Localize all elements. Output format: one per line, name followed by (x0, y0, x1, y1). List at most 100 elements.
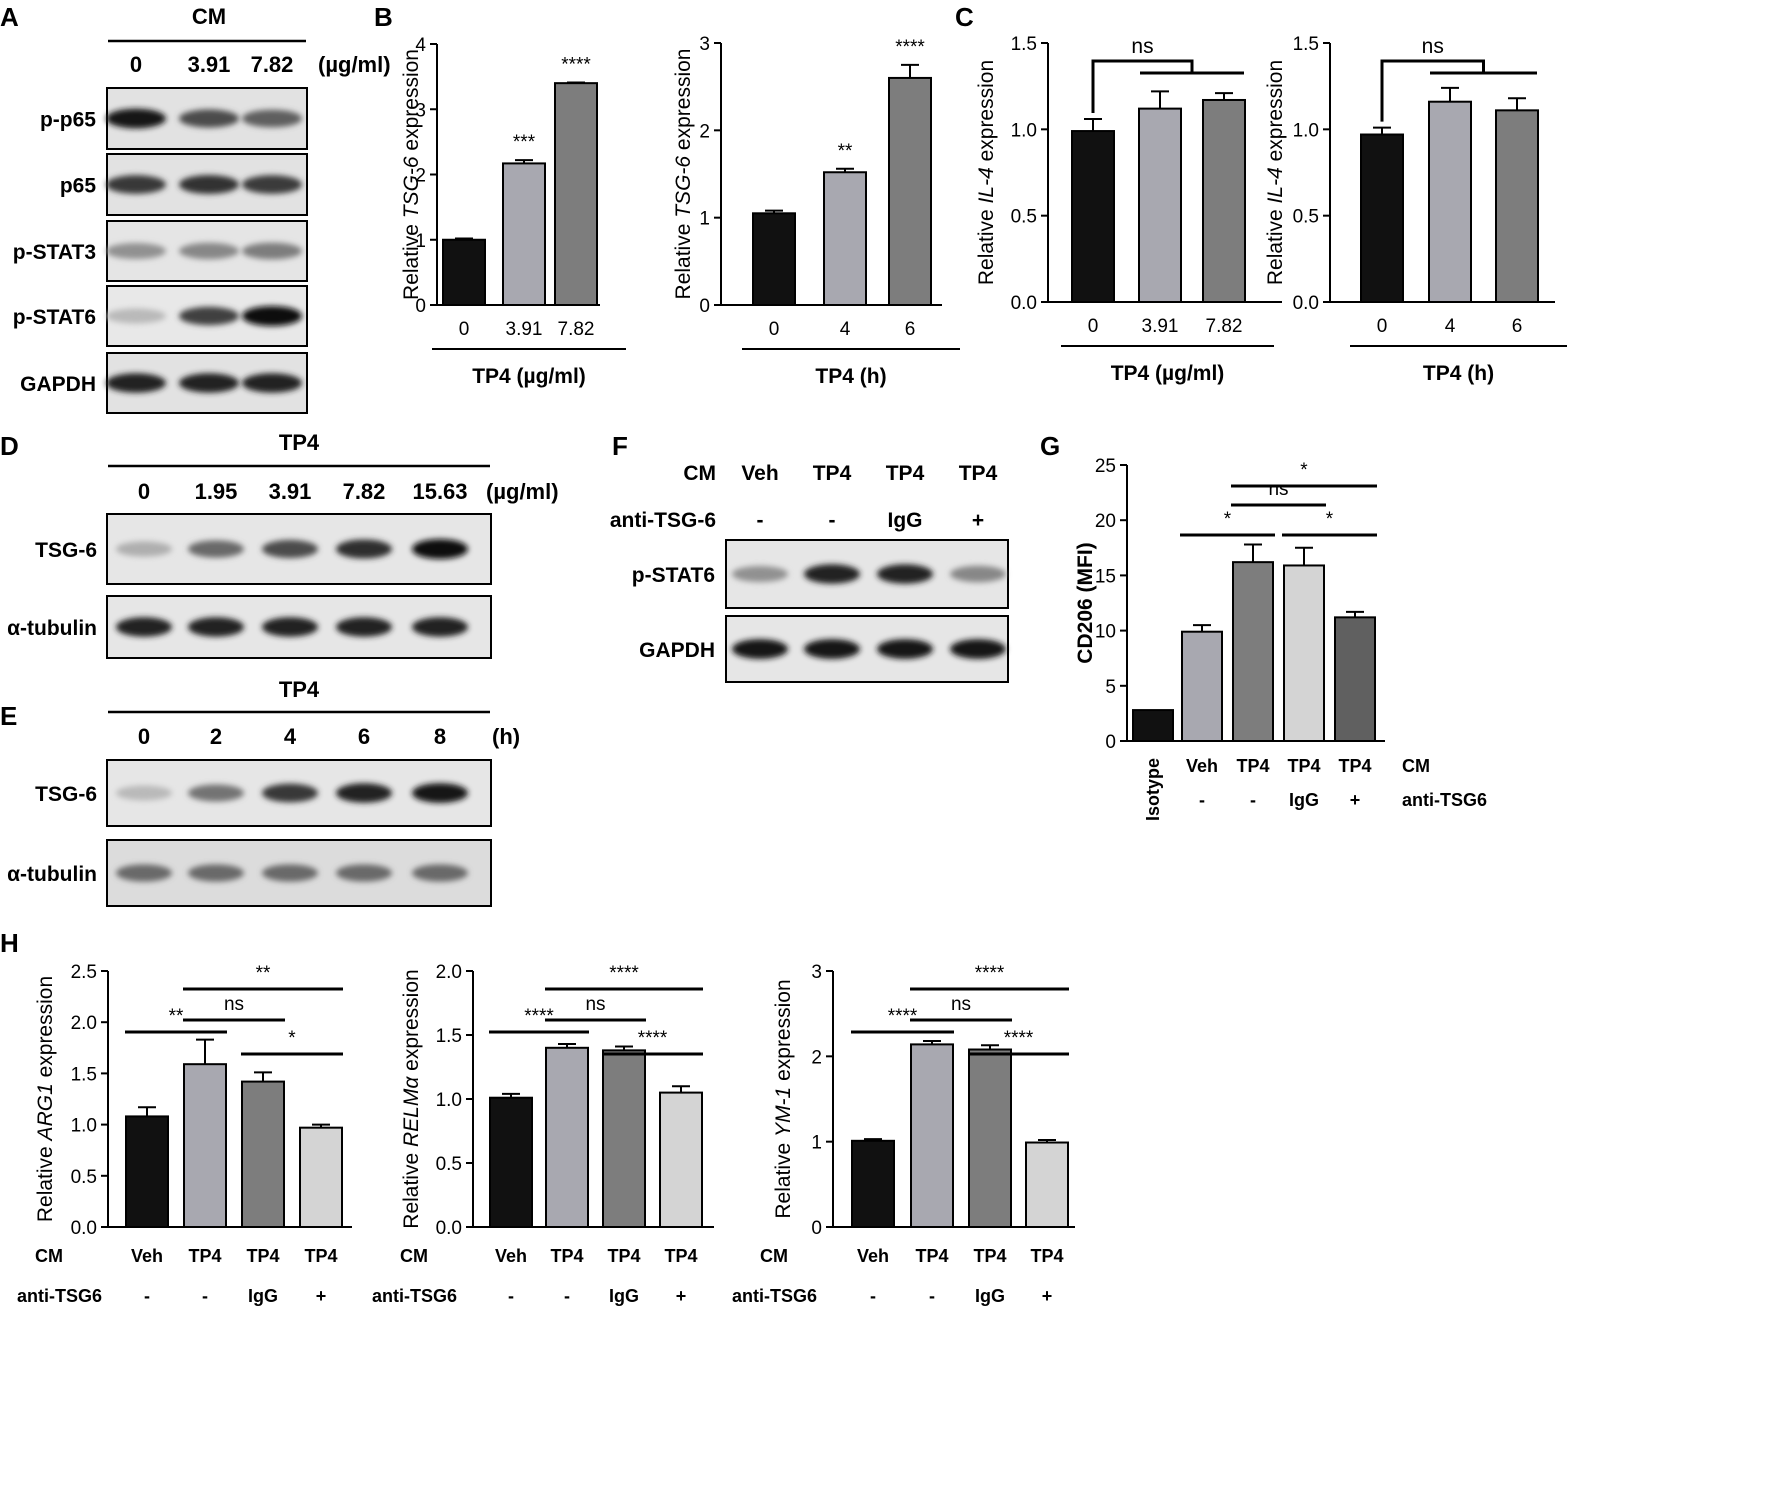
lane-label: 6 (358, 724, 370, 749)
panel-letter-b: B (374, 2, 393, 32)
x-tick-label: Veh (131, 1246, 163, 1266)
y-tick-label: 0.5 (71, 1167, 97, 1188)
y-tick-label: 1.5 (1011, 34, 1037, 55)
y-tick-label: 1 (415, 231, 426, 252)
bar (910, 1043, 954, 1229)
x-tick-label: TP4 (1287, 756, 1320, 776)
unit-label: (µg/ml) (486, 479, 559, 504)
y-tick-label: 2.5 (71, 962, 97, 983)
x-tick-label-row2: IgG (248, 1286, 278, 1306)
chart-g: 0 5 10 15 20 25 CD206 (MFI) * ns * * Isotype Veh TP4 T… (1074, 456, 1487, 821)
y-tick-label: 2.0 (436, 962, 462, 983)
y-tick-label: 1.5 (1293, 34, 1319, 55)
row-label-cm: CM (35, 1246, 63, 1266)
x-axis-label: TP4 (h) (815, 365, 886, 388)
lane-label: 7.82 (251, 52, 294, 77)
protein-band (179, 373, 239, 393)
row-label-anti-tsg6: anti-TSG-6 (610, 509, 716, 532)
y-tick-label: 4 (415, 35, 426, 56)
y-axis-label: Relative ARG1 expression (34, 976, 57, 1222)
protein-band (179, 109, 239, 128)
blot-row-label: p-STAT6 (13, 306, 96, 329)
protein-band (804, 639, 860, 659)
chart-c-left: 0.0 0.5 1.0 1.5 Relative IL-4 expression 0 3.9… (975, 34, 1282, 385)
x-tick-label-row2: - (1250, 790, 1256, 810)
bar (554, 82, 598, 307)
x-tick-label: 7.82 (1206, 316, 1243, 337)
protein-band (242, 306, 302, 326)
blot-row-label: GAPDH (20, 373, 96, 396)
bar (1283, 564, 1325, 742)
x-tick-label: 7.82 (558, 319, 595, 340)
lane-label: 0 (130, 52, 142, 77)
x-tick-label: TP4 (915, 1246, 948, 1266)
protein-band (179, 306, 239, 326)
lane-label: 1.95 (195, 479, 238, 504)
x-tick-label: 6 (1512, 316, 1523, 337)
panel-letter-c: C (955, 2, 974, 32)
bar (125, 1115, 169, 1228)
blot-header: TP4 (279, 677, 320, 702)
protein-band (877, 564, 933, 584)
western-blot-panel-f: CM Veh TP4 TP4 TP4 anti-TSG-6 - - IgG + p-STAT6 GAP… (610, 462, 1009, 683)
x-tick-label-row2: - (564, 1286, 570, 1306)
ns-bracket (1380, 59, 1485, 122)
y-tick-label: 1.5 (71, 1064, 97, 1085)
comparison-label: ns (1268, 479, 1288, 500)
blot-row-label: p65 (60, 175, 97, 198)
ns-label: ns (1422, 35, 1444, 58)
protein-band (262, 864, 318, 882)
x-tick-label: TP4 (304, 1246, 337, 1266)
x-tick-label-row2: - (144, 1286, 150, 1306)
y-tick-label: 0 (415, 296, 426, 317)
blot-header: CM (192, 4, 226, 29)
lane-label: IgG (888, 509, 923, 532)
protein-band (412, 783, 468, 803)
bar (545, 1046, 589, 1229)
bar (888, 76, 932, 306)
protein-band (336, 783, 392, 803)
x-tick-label: Veh (495, 1246, 527, 1266)
protein-band (106, 242, 166, 260)
y-tick-label: 1.0 (1293, 120, 1319, 141)
y-tick-label: 15 (1095, 566, 1116, 587)
blot-row-label: TSG-6 (35, 539, 97, 562)
protein-band (950, 639, 1006, 659)
y-tick-label: 25 (1095, 456, 1116, 477)
x-tick-label-row2: IgG (975, 1286, 1005, 1306)
lane-label: 3.91 (188, 52, 231, 77)
lane-label: 3.91 (269, 479, 312, 504)
protein-band (336, 539, 392, 559)
protein-band (179, 175, 239, 194)
x-tick-label: TP4 (1236, 756, 1269, 776)
x-tick-label-row2: - (202, 1286, 208, 1306)
lane-label: 0 (138, 479, 150, 504)
y-tick-label: 1 (699, 209, 710, 230)
protein-band (242, 242, 302, 260)
bar (1025, 1141, 1069, 1229)
x-tick-label: 0 (1088, 316, 1099, 337)
y-tick-label: 0.0 (1293, 293, 1319, 314)
y-axis-label: Relative IL-4 expression (1264, 60, 1287, 285)
blot-row-label: GAPDH (639, 639, 715, 662)
bar (442, 238, 486, 306)
x-tick-label-row2: - (870, 1286, 876, 1306)
lane-label: TP4 (886, 462, 925, 485)
x-tick-label: 4 (1445, 316, 1456, 337)
unit-label: (h) (492, 724, 520, 749)
panel-letter-g: G (1040, 431, 1060, 461)
row-label-cm: CM (400, 1246, 428, 1266)
bar (1232, 561, 1274, 742)
protein-band (336, 864, 392, 882)
y-tick-label: 20 (1095, 511, 1116, 532)
y-tick-label: 0.0 (71, 1218, 97, 1239)
protein-band (116, 617, 172, 637)
panel-letter-e: E (0, 701, 17, 731)
x-tick-label: TP4 (550, 1246, 583, 1266)
blot-row-label: p-p65 (40, 109, 96, 132)
protein-band (188, 540, 244, 558)
